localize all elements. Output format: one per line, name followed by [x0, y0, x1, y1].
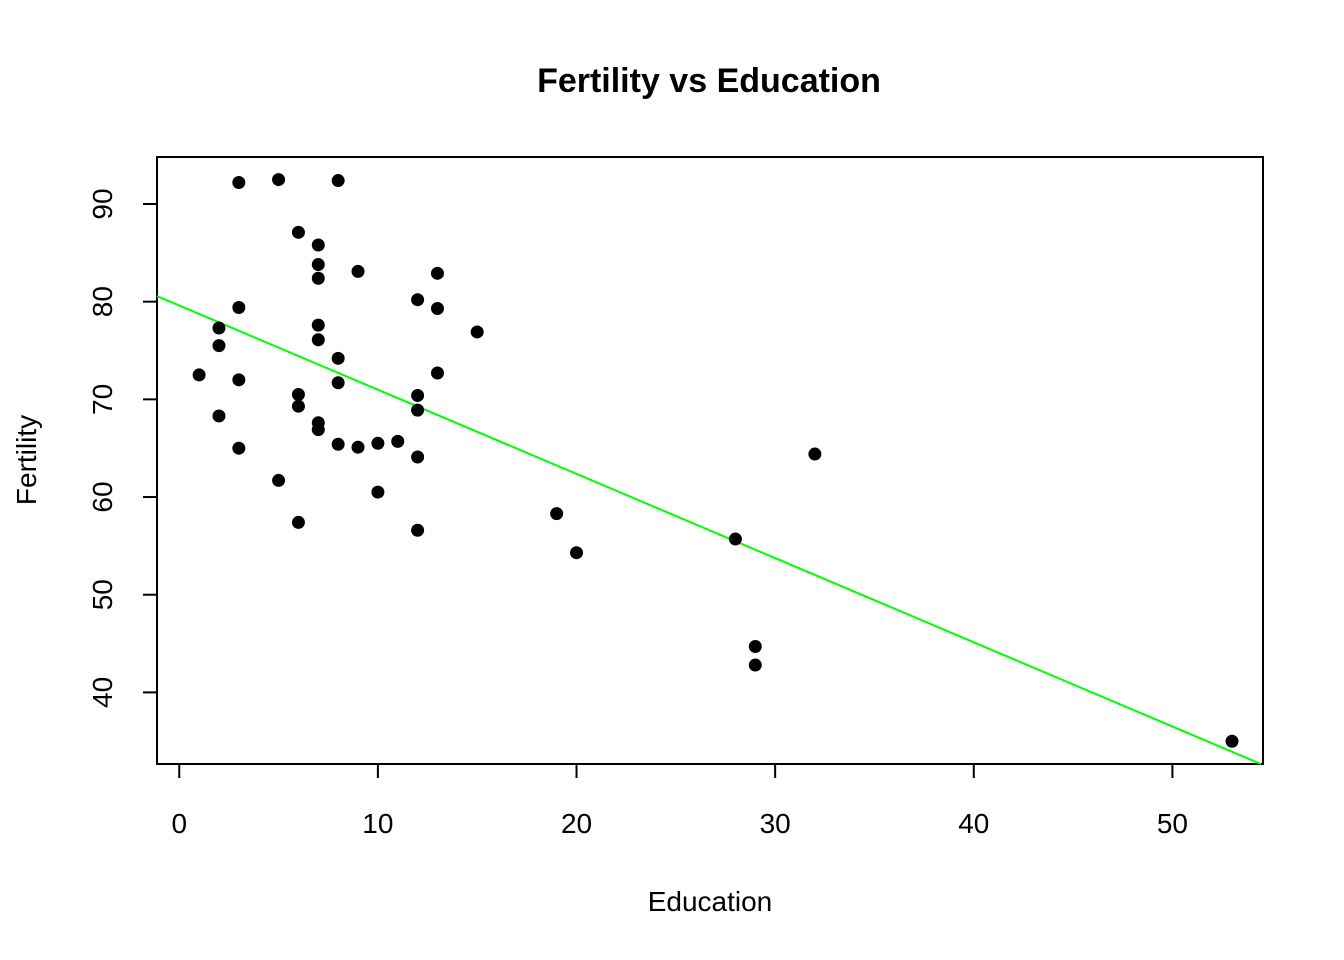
data-point: [272, 173, 286, 187]
data-point: [291, 387, 305, 401]
data-point: [391, 434, 405, 448]
data-point: [311, 333, 325, 347]
y-tick-label: 60: [87, 481, 118, 512]
data-point: [212, 409, 226, 423]
x-tick-label: 10: [362, 808, 393, 839]
data-point: [430, 266, 444, 280]
data-point: [291, 515, 305, 529]
y-tick-label: 90: [87, 188, 118, 219]
y-axis-label: Fertility: [11, 415, 42, 505]
x-axis: 0 10 20 30 40 50: [171, 763, 1188, 839]
data-point: [311, 423, 325, 437]
data-point: [331, 376, 345, 390]
data-point: [550, 507, 564, 521]
data-point: [212, 339, 226, 353]
data-point: [311, 238, 325, 252]
data-point: [411, 293, 425, 307]
chart-title: Fertility vs Education: [537, 62, 881, 100]
data-point: [411, 388, 425, 402]
data-point: [570, 546, 584, 560]
points-layer: [192, 173, 1239, 748]
data-point: [331, 351, 345, 365]
data-point: [212, 321, 226, 335]
fit-line-layer: [156, 295, 1262, 765]
data-point: [232, 301, 246, 315]
data-point: [371, 485, 385, 499]
data-point: [232, 175, 246, 189]
y-tick-label: 40: [87, 677, 118, 708]
data-point: [232, 373, 246, 387]
data-point: [351, 440, 365, 454]
y-tick-label: 70: [87, 384, 118, 415]
data-point: [371, 436, 385, 450]
data-point: [351, 264, 365, 278]
data-point: [728, 532, 742, 546]
data-point: [808, 447, 822, 461]
data-point: [430, 366, 444, 380]
y-tick-label: 80: [87, 286, 118, 317]
x-tick-label: 0: [171, 808, 187, 839]
data-point: [311, 258, 325, 272]
x-tick-label: 40: [958, 808, 989, 839]
regression-line: [156, 295, 1262, 765]
data-point: [411, 403, 425, 417]
data-point: [272, 473, 286, 487]
x-tick-label: 30: [760, 808, 791, 839]
data-point: [411, 450, 425, 464]
data-point: [192, 368, 206, 382]
x-axis-label: Education: [648, 886, 773, 917]
data-point: [411, 523, 425, 537]
data-point: [748, 658, 762, 672]
data-point: [311, 271, 325, 285]
data-point: [1225, 734, 1239, 748]
data-point: [331, 174, 345, 188]
y-tick-label: 50: [87, 579, 118, 610]
data-point: [291, 399, 305, 413]
data-point: [311, 318, 325, 332]
x-tick-label: 20: [561, 808, 592, 839]
data-point: [430, 302, 444, 316]
data-point: [331, 437, 345, 451]
data-point: [291, 225, 305, 239]
y-axis: 40 50 60 70 80 90: [87, 188, 158, 708]
data-point: [470, 325, 484, 339]
data-point: [748, 639, 762, 653]
x-tick-label: 50: [1157, 808, 1188, 839]
data-point: [232, 441, 246, 455]
